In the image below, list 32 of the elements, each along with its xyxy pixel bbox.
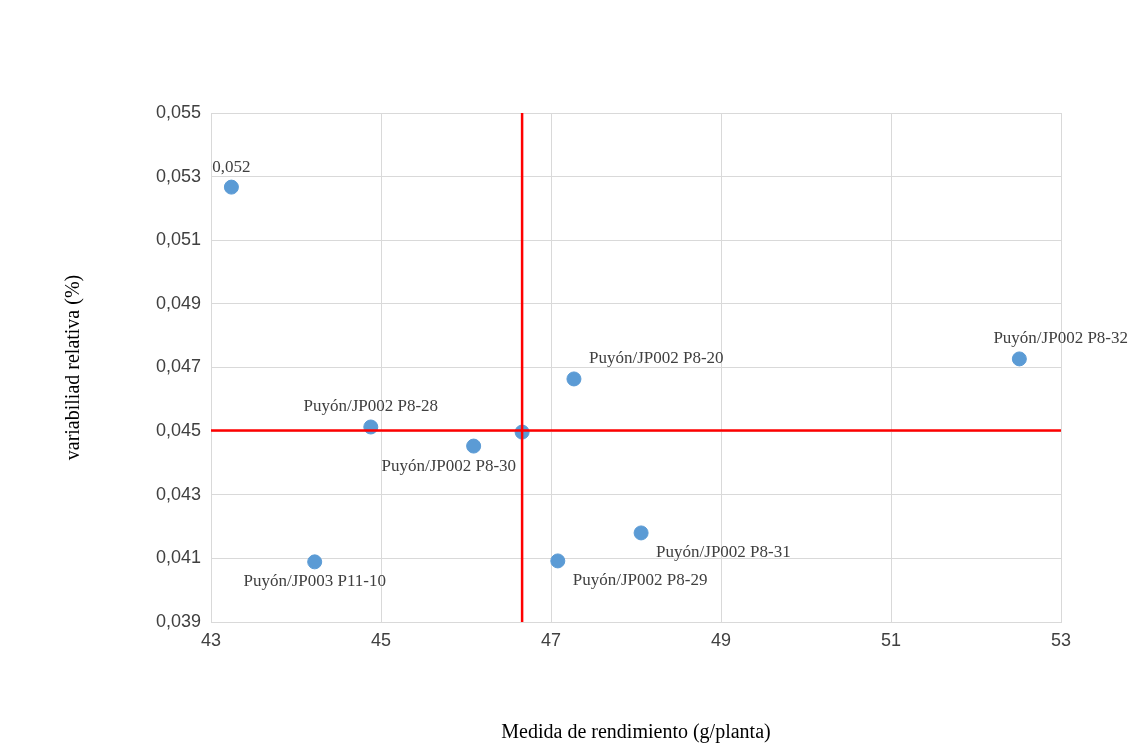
y-tick-label: 0,055 [155, 101, 201, 122]
x-axis-title: Medida de rendimiento (g/planta) [501, 720, 771, 744]
point [566, 371, 582, 387]
y-tick-label: 0,039 [155, 610, 201, 631]
y-tick-label: 0,051 [155, 229, 201, 250]
y-tick-label: 0,053 [155, 165, 201, 186]
point [1011, 351, 1027, 367]
y-tick-label: 0,049 [155, 292, 201, 313]
annotation: Puyón/JP002 P8-29 [572, 570, 708, 590]
annotation: Puyón/JP002 P8-32 [993, 328, 1129, 348]
annotation: Puyón/JP002 P8-30 [381, 455, 517, 475]
x-tick-label: 51 [880, 629, 902, 650]
x-tick-label: 47 [540, 629, 562, 650]
annotation: Puyón/JP002 P8-28 [303, 396, 439, 416]
y-tick-label: 0,041 [155, 547, 201, 568]
point [550, 553, 566, 569]
point [466, 438, 482, 454]
y-tick-label: 0,045 [155, 420, 201, 441]
x-tick-label: 49 [710, 629, 732, 650]
annotation: 0,052 [212, 156, 251, 176]
y-axis-title: variabiliad relativa (%) [61, 274, 85, 461]
point [307, 554, 323, 570]
annotation: Puyón/JP003 P11-10 [243, 571, 386, 591]
x-tick-label: 45 [370, 629, 392, 650]
x-tick-label: 43 [200, 629, 222, 650]
point [633, 525, 649, 541]
y-tick-label: 0,043 [155, 483, 201, 504]
annotation: Puyón/JP002 P8-20 [588, 348, 724, 368]
point [223, 179, 239, 195]
annotation: Puyón/JP002 P8-31 [656, 542, 791, 562]
x-tick-label: 53 [1050, 629, 1072, 650]
y-tick-label: 0,047 [155, 356, 201, 377]
